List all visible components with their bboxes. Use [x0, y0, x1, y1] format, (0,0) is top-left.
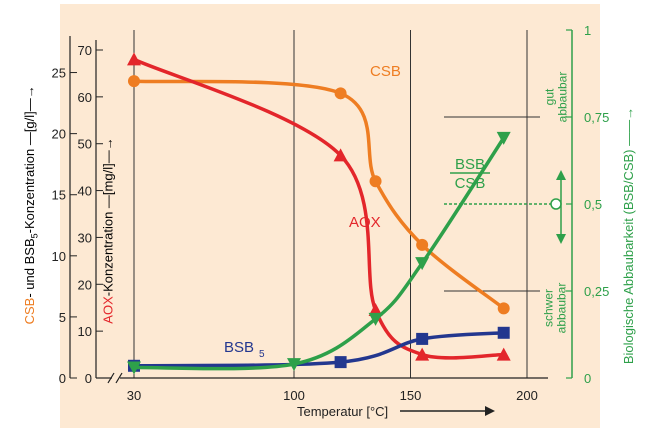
data-point-bsbcsb [415, 257, 430, 271]
y-tick-label-ratio: 0,75 [584, 110, 609, 125]
y-tick-label-ratio: 0 [584, 371, 591, 386]
x-axis-arrow-head [485, 406, 495, 416]
data-point-aox [368, 303, 383, 317]
series-line-csb [132, 79, 506, 311]
y-tick-label-ratio: 1 [584, 23, 591, 38]
y-tick-label-csb: 15 [52, 188, 66, 203]
axis-break-mark [107, 372, 123, 384]
ratio-label-numerator: BSB [455, 156, 485, 173]
csb-bsb-axis-label: CSB- und BSB5-Konzentration —[g/l]—→ [21, 85, 39, 325]
x-axis-title: Temperatur [°C] [297, 404, 388, 419]
y-tick-label-aox: 0 [85, 371, 92, 386]
y-tick-label-aox: 20 [78, 277, 92, 292]
data-point-bsbcsb [287, 358, 301, 372]
data-point-csb [128, 75, 140, 88]
ratio-arrow-down [556, 234, 566, 244]
data-point-bsb5 [416, 332, 429, 345]
ratio-axis-label: Biologische Abbaubarkeit (BSB/CSB) ——→ [620, 106, 636, 364]
data-point-bsb5 [497, 326, 510, 339]
series-line-bsb5 [132, 331, 506, 368]
x-tick-label: 30 [127, 388, 141, 403]
y-tick-label-csb: 0 [59, 371, 66, 386]
y-tick-label-csb: 10 [52, 249, 66, 264]
data-point-bsb5 [334, 356, 347, 369]
y-tick-label-csb: 20 [52, 127, 66, 142]
ratio-label-denominator: CSB [455, 175, 486, 192]
data-point-aox [127, 52, 141, 66]
y-tick-label-aox: 40 [78, 184, 92, 199]
aox-axis-label: AOX-Konzentration —[mg/l]—→ [100, 136, 116, 324]
gut-abbaubar-label: gut abbaubar [541, 71, 569, 123]
data-point-csb [416, 238, 429, 251]
data-point-aox [415, 347, 430, 361]
y-tick-label-aox: 10 [78, 324, 92, 339]
data-point-csb [497, 302, 510, 315]
schwer-abbaubar-label: schwer abbaubar [540, 282, 568, 334]
x-tick-label: 200 [516, 388, 538, 403]
y-tick-label-aox: 70 [78, 43, 92, 58]
aox-series-label: AOX [349, 214, 381, 231]
data-point-csb [369, 175, 382, 188]
y-tick-label-aox: 60 [78, 90, 92, 105]
bsb5-subscript: 5 [259, 349, 265, 360]
bsb5-series-label: BSB [224, 339, 254, 356]
csb-series-label: CSB [370, 63, 401, 80]
y-tick-label-aox: 30 [78, 230, 92, 245]
y-tick-label-ratio: 0,5 [584, 197, 602, 212]
data-point-aox [333, 148, 348, 162]
data-point-bsbcsb [368, 312, 383, 326]
data-point-bsbcsb [127, 361, 141, 375]
x-tick-label: 150 [400, 388, 422, 403]
y-tick-label-csb: 25 [52, 66, 66, 81]
x-tick-label: 100 [283, 388, 305, 403]
data-point-aox [496, 347, 511, 361]
data-point-bsbcsb [496, 131, 511, 145]
reference-point-mid [550, 198, 562, 210]
series-line-aox [132, 57, 506, 360]
data-point-csb [334, 87, 347, 100]
y-tick-label-aox: 50 [78, 137, 92, 152]
y-tick-label-ratio: 0,25 [584, 284, 609, 299]
plot-background [60, 4, 600, 428]
ratio-arrow-up [556, 170, 566, 180]
y-tick-label-csb: 5 [59, 310, 66, 325]
